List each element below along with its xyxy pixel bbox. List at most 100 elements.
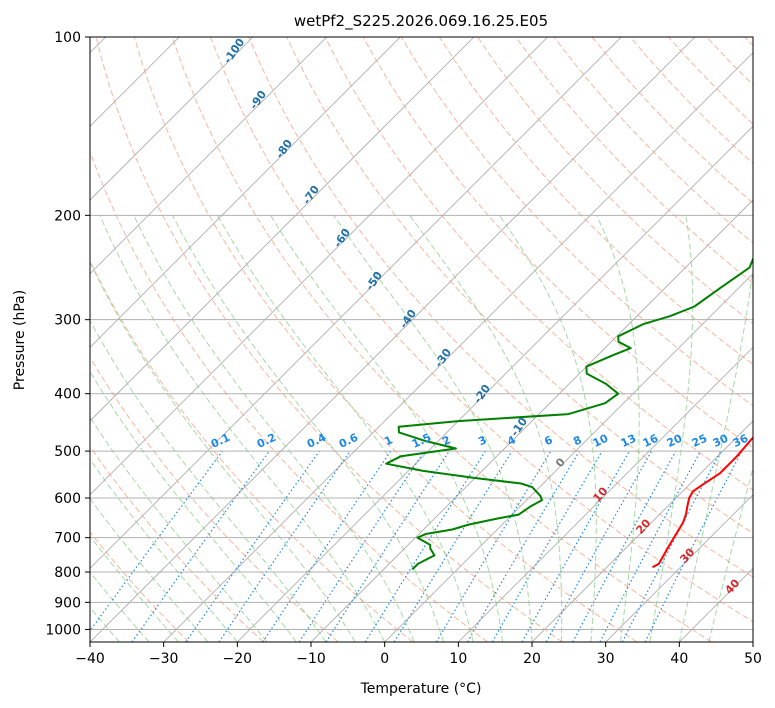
moist-adiabat-label: 40 xyxy=(722,576,742,596)
moist-adiabat-label: 10 xyxy=(590,484,610,504)
moist-adiabat-line xyxy=(217,215,474,642)
x-tick-label: 20 xyxy=(523,651,541,667)
x-tick-label: 40 xyxy=(670,651,688,667)
dry-adiabat-line xyxy=(210,37,753,623)
dry-adiabat-line xyxy=(248,37,753,578)
dry-adiabat-line xyxy=(400,37,753,407)
dry-adiabat-line xyxy=(90,445,264,642)
y-tick-label: 200 xyxy=(54,208,81,224)
isotherm-line xyxy=(90,37,548,496)
dry-adiabat-line xyxy=(515,37,753,284)
y-axis-label: Pressure (hPa) xyxy=(12,290,28,390)
moist-adiabat-line xyxy=(409,215,563,642)
mixing-ratio-line xyxy=(491,450,603,642)
dry-adiabat-label: -50 xyxy=(363,269,385,293)
plot-frame xyxy=(89,36,754,643)
isotherm-line xyxy=(90,37,696,642)
isotherm-line xyxy=(605,494,753,642)
y-tick-label: 400 xyxy=(54,387,81,403)
mixing-ratio-label: 20 xyxy=(665,432,685,450)
x-tick-label: −30 xyxy=(149,651,179,667)
mixing-ratio-label: 1 xyxy=(382,433,394,448)
x-tick-label: 0 xyxy=(380,651,389,667)
dry-adiabat-line xyxy=(438,37,753,366)
moist-adiabat-line xyxy=(708,466,753,642)
mixing-ratio-line xyxy=(131,450,270,642)
dry-adiabat-line xyxy=(90,531,190,642)
mixing-ratio-label: 0.6 xyxy=(337,431,360,451)
mixing-ratio-label: 0.2 xyxy=(255,431,278,451)
isotherm-line xyxy=(163,52,753,642)
mixing-ratio-line xyxy=(466,450,580,642)
moist-adiabat-label: 30 xyxy=(677,545,697,565)
dry-adiabat-label: -100 xyxy=(221,36,248,66)
x-tick-label: 30 xyxy=(597,651,615,667)
dry-adiabat-line xyxy=(171,37,712,642)
y-tick-label: 900 xyxy=(54,595,81,611)
y-tick-label: 700 xyxy=(54,531,81,547)
mixing-ratio-label: 6 xyxy=(542,433,555,448)
mixing-ratio-label: 0.4 xyxy=(305,431,328,451)
x-tick-label: −40 xyxy=(75,651,105,667)
dry-adiabat-label: -60 xyxy=(331,226,353,250)
moist-adiabat-line xyxy=(172,215,445,642)
isotherm-line xyxy=(384,273,753,642)
y-tick-label: 300 xyxy=(54,313,81,329)
mixing-ratio-label: 36 xyxy=(731,432,751,450)
moist-adiabat-label: 0 xyxy=(553,455,568,470)
mixing-ratio-label: 1.5 xyxy=(410,431,433,451)
mixing-ratio-line xyxy=(572,450,677,642)
mixing-ratio-line xyxy=(298,450,425,642)
isotherm-line xyxy=(752,641,753,642)
isotherm-line xyxy=(90,37,622,569)
mixing-ratio-label: 13 xyxy=(619,432,638,450)
moist-adiabat-line xyxy=(133,215,415,642)
y-tick-label: 600 xyxy=(54,491,81,507)
dry-adiabat-label: -90 xyxy=(247,88,269,112)
x-tick-label: 50 xyxy=(744,651,762,667)
mixing-ratio-line xyxy=(218,450,351,642)
moist-adiabat-line xyxy=(333,215,533,642)
dry-adiabat-line xyxy=(744,37,753,47)
isotherm-line xyxy=(458,346,753,642)
dry-adiabat-line xyxy=(706,37,753,86)
dry-adiabat-label: -70 xyxy=(300,183,322,207)
dry-adiabat-line xyxy=(90,356,339,642)
y-tick-label: 800 xyxy=(54,565,81,581)
mixing-ratio-label: 0.1 xyxy=(209,431,232,451)
moist-adiabat-line xyxy=(90,319,327,642)
x-tick-label: −10 xyxy=(296,651,326,667)
chart-title: wetPf2_S225.2026.069.16.25.E05 xyxy=(294,12,548,31)
dry-adiabat-label: -80 xyxy=(273,137,295,161)
moist-adiabat-line xyxy=(90,416,268,642)
moist-adiabat-line xyxy=(99,215,386,642)
mixing-ratio-line xyxy=(435,450,552,642)
dry-adiabat-line xyxy=(133,37,638,642)
moist-adiabat-line xyxy=(270,215,503,642)
mixing-ratio-line xyxy=(90,450,223,632)
isotherm-line xyxy=(90,37,401,348)
mixing-ratio-line xyxy=(599,450,702,642)
dry-adiabat-label: -20 xyxy=(471,382,493,406)
mixing-ratio-label: 25 xyxy=(690,432,709,450)
moist-adiabat-label: 20 xyxy=(633,516,653,536)
y-tick-label: 1000 xyxy=(45,622,81,638)
moist-adiabat-line xyxy=(90,571,150,642)
x-tick-label: 10 xyxy=(449,651,467,667)
y-tick-label: 100 xyxy=(54,30,81,46)
moist-adiabat-line xyxy=(90,260,356,642)
mixing-ratio-line xyxy=(621,450,722,642)
axes: −40 −30 −20 −10 0 10 20 30 40 5010020030040050060… xyxy=(45,30,762,667)
moist-adiabat-line xyxy=(90,497,209,642)
mixing-ratio-line xyxy=(262,450,392,642)
isotherm-line xyxy=(310,199,753,642)
mixing-ratio-line xyxy=(185,450,320,642)
isotherm-line xyxy=(90,37,327,275)
moist-adiabat-line xyxy=(678,265,753,642)
dry-adiabat-line xyxy=(90,259,414,642)
x-tick-label: −20 xyxy=(223,651,253,667)
mixing-ratio-line xyxy=(545,450,653,642)
mixing-ratio-label: 16 xyxy=(641,432,661,450)
